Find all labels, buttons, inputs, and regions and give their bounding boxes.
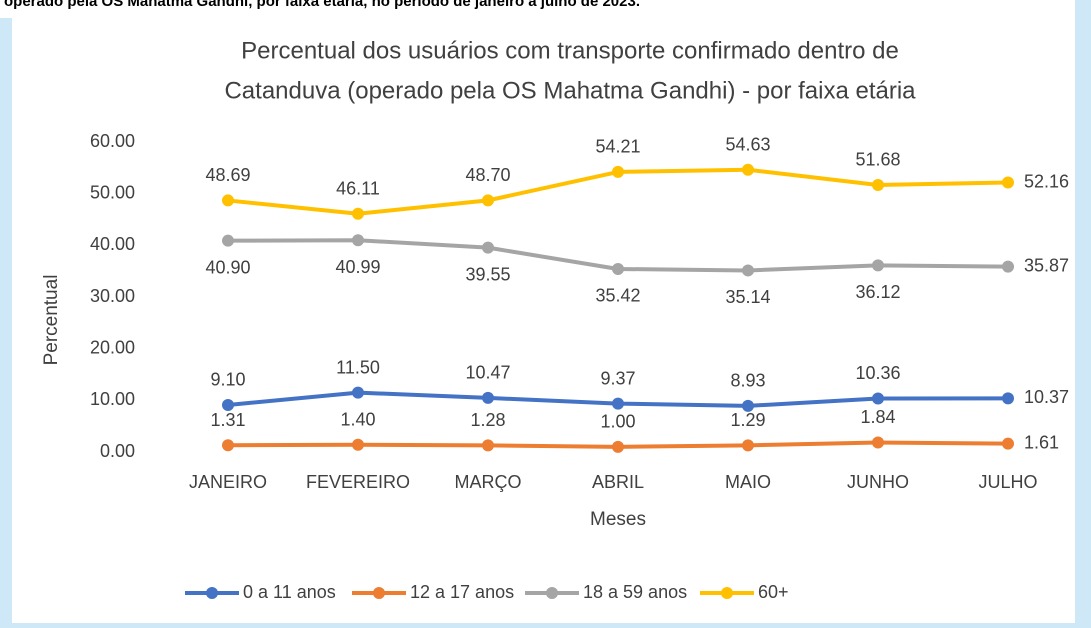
data-label: 35.87 [1024,255,1069,275]
data-point [352,438,364,451]
data-label: 1.84 [860,407,895,427]
data-label: 11.50 [336,357,380,377]
data-point [742,163,754,176]
data-label: 9.37 [600,368,635,388]
legend-marker [721,587,733,599]
data-label: 35.42 [595,286,640,306]
data-label: 10.37 [1024,387,1069,407]
data-label: 54.21 [595,137,640,157]
data-point [1002,260,1014,273]
chart-title: Catanduva (operado pela OS Mahatma Gandh… [224,77,916,104]
x-tick-label: MAIO [725,472,771,492]
data-point [742,399,754,412]
legend-label: 12 a 17 anos [410,582,514,602]
data-point [612,397,624,410]
data-point [482,241,494,254]
data-point [872,392,884,405]
legend-label: 0 a 11 anos [243,582,336,602]
chart-panel [12,18,1075,623]
data-label: 39.55 [465,264,510,284]
data-label: 52.16 [1024,171,1069,191]
data-point [742,439,754,452]
data-point [352,207,364,220]
data-label: 1.31 [210,410,245,430]
data-point [872,178,884,191]
header-text: operado pela OS Mahatma Gandhi, por faix… [4,0,640,10]
x-tick-label: JANEIRO [189,472,267,492]
x-tick-label: JUNHO [847,472,909,492]
y-tick-label: 40.00 [90,234,135,254]
data-point [352,234,364,247]
data-label: 40.99 [335,257,380,277]
data-label: 1.40 [340,410,375,430]
x-tick-label: MARÇO [455,472,522,492]
data-point [872,436,884,449]
data-point [872,259,884,272]
data-point [1002,176,1014,189]
y-tick-label: 30.00 [90,286,135,306]
data-label: 51.68 [855,150,900,170]
data-label: 1.29 [730,410,765,430]
data-point [222,234,234,247]
data-point [612,262,624,275]
y-tick-label: 20.00 [90,337,135,357]
data-label: 9.10 [210,370,245,390]
chart-title: Percentual dos usuários com transporte c… [241,37,899,64]
y-tick-label: 50.00 [90,182,135,202]
data-label: 36.12 [855,282,900,302]
data-label: 1.61 [1024,432,1059,452]
data-point [222,398,234,411]
legend-marker [546,587,558,599]
data-point [612,165,624,178]
data-point [612,440,624,453]
x-tick-label: ABRIL [592,472,644,492]
data-point [222,439,234,452]
x-axis-label: Meses [590,509,646,530]
legend-label: 18 a 59 anos [583,582,687,602]
header-bar [0,0,1075,18]
data-label: 8.93 [730,371,765,391]
data-label: 1.00 [600,412,635,432]
data-point [482,194,494,207]
data-label: 40.90 [205,257,250,277]
data-label: 10.36 [855,363,900,383]
data-point [742,264,754,277]
y-axis-label: Percentual [41,275,62,366]
y-tick-label: 0.00 [100,441,135,461]
data-label: 48.69 [205,165,250,185]
data-point [222,194,234,207]
legend-marker [206,587,218,599]
legend-marker [373,587,385,599]
data-point [352,386,364,399]
data-point [482,391,494,404]
data-point [482,439,494,452]
data-label: 46.11 [336,179,380,199]
data-label: 54.63 [725,134,770,154]
x-tick-label: FEVEREIRO [306,472,410,492]
y-tick-label: 60.00 [90,131,135,151]
data-label: 48.70 [465,165,510,185]
y-tick-label: 10.00 [90,389,135,409]
data-point [1002,392,1014,405]
data-label: 10.47 [465,363,510,383]
x-tick-label: JULHO [978,472,1037,492]
data-label: 1.28 [470,410,505,430]
data-label: 35.14 [725,287,770,307]
legend-label: 60+ [758,582,789,602]
data-point [1002,437,1014,450]
